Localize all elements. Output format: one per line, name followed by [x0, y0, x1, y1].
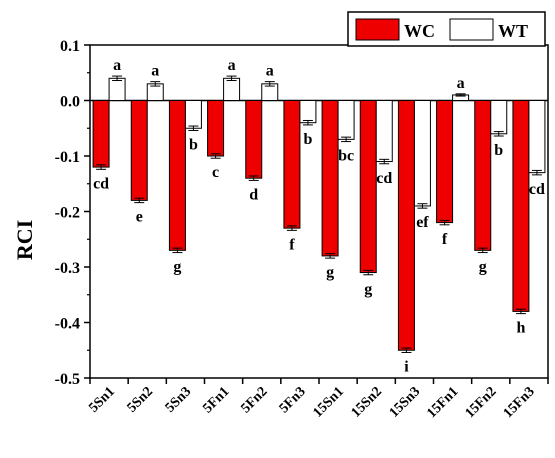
bar-wc	[436, 100, 454, 224]
y-tick-label: 0.0	[60, 94, 80, 111]
x-tick-label: 15Fn2	[463, 384, 500, 421]
x-tick-label: 15Sn1	[310, 384, 346, 420]
y-tick-label: -0.5	[55, 371, 80, 388]
y-tick-label: -0.3	[55, 260, 80, 277]
significance-label: cd	[93, 175, 109, 192]
x-tick-label: 5Fn2	[239, 384, 271, 416]
significance-label: f	[289, 236, 295, 253]
significance-label: b	[494, 142, 503, 159]
legend-label-wc: WC	[404, 21, 435, 41]
legend: WC WT	[347, 11, 546, 47]
bar-wc	[168, 100, 186, 251]
y-axis-label: RCI	[12, 220, 37, 260]
bar-wt	[413, 100, 431, 207]
legend-swatch-wc	[355, 18, 400, 41]
bar-wc	[359, 100, 377, 274]
x-tick-label: 5Fn1	[200, 384, 232, 416]
x-tick-label: 5Fn3	[277, 384, 309, 416]
x-tick-label: 5Sn2	[125, 384, 157, 416]
significance-label: i	[404, 358, 409, 375]
bar-wc	[321, 100, 339, 257]
bar-wc	[474, 100, 492, 251]
bar-wt	[528, 100, 546, 174]
significance-label: b	[189, 136, 198, 153]
bar-wt	[299, 100, 317, 124]
legend-label-wt: WT	[498, 21, 528, 41]
y-tick-label: 0.1	[60, 38, 80, 55]
significance-label: f	[442, 231, 448, 248]
legend-swatch-wt	[449, 18, 494, 41]
x-tick-label: 15Fn3	[501, 384, 538, 421]
significance-label: a	[228, 57, 236, 74]
x-tick-label: 15Sn2	[349, 384, 385, 420]
significance-label: a	[266, 63, 274, 80]
bar-wt	[337, 100, 355, 140]
significance-label: a	[113, 57, 121, 74]
significance-label: c	[212, 164, 219, 181]
significance-label: g	[326, 264, 334, 281]
y-tick-label: -0.4	[55, 316, 80, 333]
significance-label: g	[173, 259, 181, 276]
bar-wc	[207, 100, 225, 157]
bar-wt	[184, 100, 202, 129]
bar-wc	[283, 100, 301, 229]
y-tick-label: -0.1	[55, 149, 80, 166]
significance-label: g	[364, 281, 372, 298]
bar-wt	[375, 100, 393, 163]
x-tick-label: 15Sn3	[387, 384, 423, 420]
significance-label: g	[479, 259, 487, 276]
significance-label: e	[136, 209, 143, 226]
bar-wc	[245, 100, 263, 179]
significance-label: a	[151, 63, 159, 80]
significance-label: h	[516, 320, 525, 337]
significance-label: b	[303, 131, 312, 148]
significance-label: d	[249, 186, 258, 203]
x-tick-label: 5Sn1	[86, 384, 118, 416]
x-tick-label: 5Sn3	[163, 384, 195, 416]
bar-wc	[92, 100, 110, 168]
significance-label: cd	[376, 170, 392, 187]
bar-wt	[223, 77, 241, 102]
x-tick-label: 15Fn1	[424, 384, 461, 421]
bar-wc	[397, 100, 415, 351]
y-tick-label: -0.2	[55, 205, 80, 222]
bar-wc	[512, 100, 530, 312]
bar-wt	[108, 77, 126, 102]
bar-wt	[490, 100, 508, 135]
significance-label: cd	[529, 181, 545, 198]
significance-label: ef	[416, 214, 429, 231]
significance-label: a	[457, 75, 465, 92]
bar-wc	[130, 100, 148, 201]
significance-label: bc	[338, 148, 354, 165]
